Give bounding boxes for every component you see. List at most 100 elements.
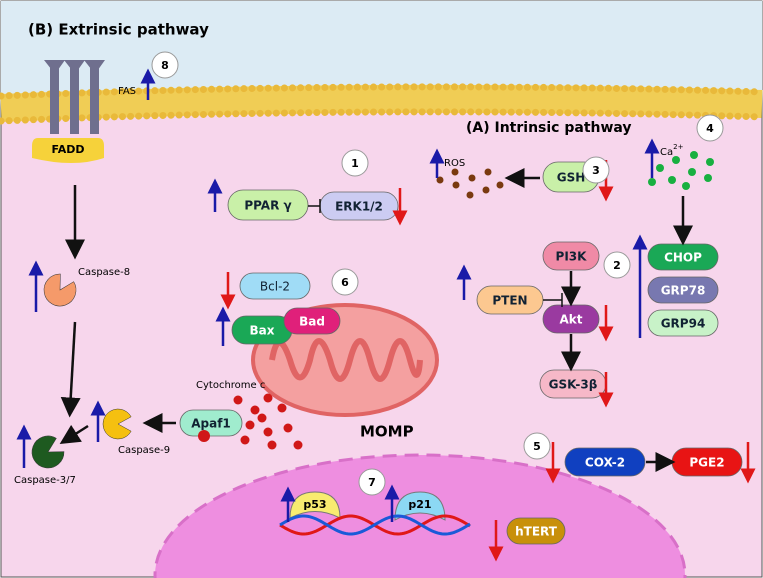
cytochrome-dot xyxy=(277,403,287,413)
node xyxy=(179,409,243,437)
caspase xyxy=(43,273,77,307)
node xyxy=(647,276,719,304)
step-number: 4 xyxy=(706,122,714,135)
node-label: ERK1/2 xyxy=(335,200,383,214)
ca-dot xyxy=(682,182,690,190)
step-badge xyxy=(523,432,551,460)
membrane xyxy=(0,84,763,122)
step-badge xyxy=(331,268,359,296)
node-label: GSH xyxy=(557,171,586,185)
step-badge xyxy=(603,251,631,279)
step-number: 1 xyxy=(351,157,359,170)
ca-dot xyxy=(688,168,696,176)
ca-dot xyxy=(690,151,698,159)
cytochrome-dot xyxy=(283,423,293,433)
node xyxy=(239,272,311,300)
cytochrome-dot xyxy=(263,427,273,437)
caspase xyxy=(31,435,65,469)
nucleus xyxy=(153,453,687,578)
node-label: hTERT xyxy=(515,525,558,539)
node xyxy=(647,309,719,337)
node-label: PTEN xyxy=(492,294,527,308)
ros-dot xyxy=(496,181,504,189)
ros-dot xyxy=(484,168,492,176)
cytochrome-dot xyxy=(245,420,255,430)
node xyxy=(542,241,600,271)
step-badge xyxy=(341,149,369,177)
step-number: 2 xyxy=(613,259,621,272)
cytochrome-dot xyxy=(250,405,260,415)
node xyxy=(564,447,646,477)
step-badge xyxy=(151,51,179,79)
label: ROS xyxy=(444,158,465,169)
cytochrome-dot xyxy=(233,395,243,405)
caspase xyxy=(102,408,132,440)
node-label: CHOP xyxy=(664,251,702,265)
section-title: (B) Extrinsic pathway xyxy=(28,21,209,39)
flow-arrow xyxy=(59,424,89,445)
label-base: Ca xyxy=(660,147,673,158)
dna xyxy=(279,514,471,536)
node-label: PI3K xyxy=(556,250,588,264)
apaf1-dot xyxy=(198,430,210,442)
ca-dot xyxy=(704,174,712,182)
step-number: 6 xyxy=(341,276,349,289)
node-label: p53 xyxy=(303,498,326,511)
p21 xyxy=(394,491,446,521)
fas-receptor xyxy=(44,60,105,134)
ca-dot xyxy=(668,176,676,184)
label: Caspase-8 xyxy=(78,267,130,278)
label: Ca2+ xyxy=(660,143,684,158)
ros-dot xyxy=(468,174,476,182)
ca-dot xyxy=(648,178,656,186)
node-label: PPAR γ xyxy=(244,199,291,213)
membrane-head xyxy=(0,108,763,125)
node-label: PGE2 xyxy=(689,456,724,470)
node xyxy=(506,517,566,545)
node-label: Bad xyxy=(299,315,325,329)
step-badge xyxy=(696,114,724,142)
label: MOMP xyxy=(360,423,414,441)
cytochrome-dot xyxy=(257,413,267,423)
ca-dot xyxy=(672,156,680,164)
node-label: GRP94 xyxy=(661,317,706,331)
membrane-head xyxy=(0,83,763,100)
node xyxy=(227,189,309,221)
node-label: Akt xyxy=(559,313,582,327)
step-number: 5 xyxy=(533,440,541,453)
node-label: Bax xyxy=(250,324,275,338)
node-label: Bcl-2 xyxy=(260,280,290,294)
ros-dot xyxy=(466,191,474,199)
ros-dot xyxy=(436,176,444,184)
fadd xyxy=(32,138,104,163)
extracellular xyxy=(1,1,762,100)
label: Cytochrome c xyxy=(196,380,265,391)
step-number: 8 xyxy=(161,59,169,72)
step-badge xyxy=(582,156,610,184)
cytochrome-dot xyxy=(293,440,303,450)
step-number: 3 xyxy=(592,164,600,177)
ca-dot xyxy=(656,164,664,172)
cytochrome-dot xyxy=(267,440,277,450)
node-label: p21 xyxy=(408,498,431,511)
ca-dot xyxy=(706,158,714,166)
cytochrome-dot xyxy=(263,393,273,403)
fadd-label: FADD xyxy=(51,143,84,156)
cytochrome-dot xyxy=(240,435,250,445)
section-title: (A) Intrinsic pathway xyxy=(466,120,632,136)
label: FAS xyxy=(118,86,136,97)
node xyxy=(283,307,341,335)
node-label: Apaf1 xyxy=(191,417,231,431)
node-label: GRP78 xyxy=(661,284,706,298)
step-number: 7 xyxy=(368,476,376,489)
label: Caspase-3/7 xyxy=(14,475,76,486)
node-label: GSK-3β xyxy=(549,378,598,392)
label: Caspase-9 xyxy=(118,445,170,456)
p53 xyxy=(289,491,341,519)
label-sup: 2+ xyxy=(673,143,683,151)
ros-dot xyxy=(452,181,460,189)
ros-dot xyxy=(451,168,459,176)
flow-arrow xyxy=(60,321,81,418)
node-label: COX-2 xyxy=(585,456,625,470)
